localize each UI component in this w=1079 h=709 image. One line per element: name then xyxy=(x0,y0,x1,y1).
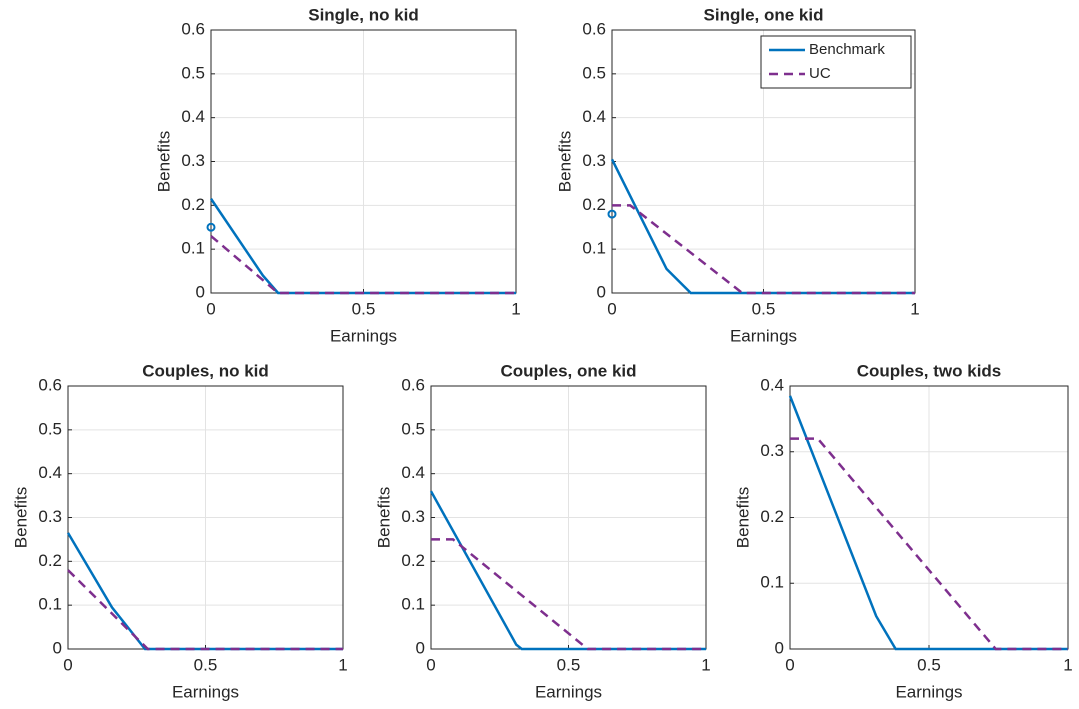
marker xyxy=(206,222,216,232)
x-axis-label: Earnings xyxy=(730,326,797,345)
series-line xyxy=(790,437,1068,651)
series-line xyxy=(429,490,706,651)
x-tick-label: 0 xyxy=(206,299,215,318)
subplot-title: Single, no kid xyxy=(308,5,419,24)
y-tick-label: 0.5 xyxy=(401,419,425,438)
y-tick-label: 0.6 xyxy=(181,19,205,38)
y-tick-label: 0 xyxy=(597,282,606,301)
x-axis-label: Earnings xyxy=(330,326,397,345)
subplot-title: Couples, no kid xyxy=(142,361,269,380)
x-axis-label: Earnings xyxy=(895,682,962,701)
x-tick-label: 0.5 xyxy=(752,299,776,318)
x-tick-label: 1 xyxy=(511,299,520,318)
subplot-title: Couples, one kid xyxy=(500,361,636,380)
x-tick-label: 0 xyxy=(63,655,72,674)
y-tick-label: 0.6 xyxy=(401,375,425,394)
y-axis-label: Benefits xyxy=(733,487,752,548)
y-tick-label: 0 xyxy=(416,638,425,657)
y-tick-label: 0.2 xyxy=(582,195,606,214)
x-tick-label: 0 xyxy=(426,655,435,674)
legend-label: Benchmark xyxy=(809,41,885,58)
subplot-title: Couples, two kids xyxy=(857,361,1002,380)
series-line xyxy=(431,538,706,651)
y-tick-label: 0.4 xyxy=(181,107,205,126)
subplot: 0 0.1 0.2 0.3 0.4 0.5 0.6 0 0.5 1 Couples, no kid E… xyxy=(11,361,347,701)
y-tick-label: 0.2 xyxy=(760,507,784,526)
y-tick-label: 0.3 xyxy=(582,151,606,170)
y-tick-label: 0.2 xyxy=(181,195,205,214)
subplot: 0 0.1 0.2 0.3 0.4 0.5 0.6 0 0.5 1 Single, no kid Ea… xyxy=(154,5,520,345)
series-line xyxy=(788,395,1068,651)
y-axis-label: Benefits xyxy=(374,487,393,548)
series-line xyxy=(210,235,516,295)
y-tick-label: 0.4 xyxy=(760,375,784,394)
y-tick-label: 0.5 xyxy=(38,419,62,438)
marker xyxy=(607,209,617,219)
y-tick-label: 0 xyxy=(53,638,62,657)
y-tick-label: 0.5 xyxy=(582,63,606,82)
y-tick-label: 0 xyxy=(775,638,784,657)
y-tick-label: 0.4 xyxy=(38,463,62,482)
y-axis-label: Benefits xyxy=(555,131,574,192)
y-tick-label: 0.4 xyxy=(582,107,606,126)
y-tick-label: 0.1 xyxy=(181,239,205,258)
y-tick-label: 0.1 xyxy=(38,595,62,614)
y-tick-label: 0.4 xyxy=(401,463,425,482)
x-tick-label: 1 xyxy=(338,655,347,674)
x-axis-label: Earnings xyxy=(535,682,602,701)
y-tick-label: 0.1 xyxy=(401,595,425,614)
x-tick-label: 1 xyxy=(701,655,710,674)
y-tick-label: 0.5 xyxy=(181,63,205,82)
x-tick-label: 0.5 xyxy=(917,655,941,674)
x-tick-label: 0.5 xyxy=(352,299,376,318)
y-axis-label: Benefits xyxy=(11,487,30,548)
x-tick-label: 0.5 xyxy=(557,655,581,674)
subplot: 0 0.1 0.2 0.3 0.4 0 0.5 1 Couples, two kids Earni… xyxy=(733,361,1072,701)
y-tick-label: 0.2 xyxy=(401,551,425,570)
y-tick-label: 0.6 xyxy=(38,375,62,394)
legend-label: UC xyxy=(809,65,831,82)
subplot: 0 0.1 0.2 0.3 0.4 0.5 0.6 0 0.5 1 Couples, one kid… xyxy=(374,361,710,701)
y-tick-label: 0.2 xyxy=(38,551,62,570)
subplot-title: Single, one kid xyxy=(704,5,824,24)
x-tick-label: 0.5 xyxy=(194,655,218,674)
x-tick-label: 0 xyxy=(785,655,794,674)
y-tick-label: 0.1 xyxy=(582,239,606,258)
y-tick-label: 0.1 xyxy=(760,573,784,592)
x-tick-label: 1 xyxy=(1063,655,1072,674)
series-line xyxy=(66,532,343,651)
y-axis-label: Benefits xyxy=(154,131,173,192)
legend-box xyxy=(760,35,912,89)
series-line xyxy=(610,158,915,295)
x-tick-label: 0 xyxy=(607,299,616,318)
y-tick-label: 0.3 xyxy=(181,151,205,170)
subplot: 0 0.1 0.2 0.3 0.4 0.5 0.6 0 0.5 1 Single, one kid E… xyxy=(555,5,919,345)
y-tick-label: 0.3 xyxy=(760,441,784,460)
series-line xyxy=(612,204,915,295)
y-tick-label: 0.3 xyxy=(401,507,425,526)
x-axis-label: Earnings xyxy=(172,682,239,701)
y-tick-label: 0 xyxy=(196,282,205,301)
series-line xyxy=(67,569,343,651)
x-tick-label: 1 xyxy=(910,299,919,318)
series-line xyxy=(209,198,516,295)
y-tick-label: 0.6 xyxy=(582,19,606,38)
y-tick-label: 0.3 xyxy=(38,507,62,526)
